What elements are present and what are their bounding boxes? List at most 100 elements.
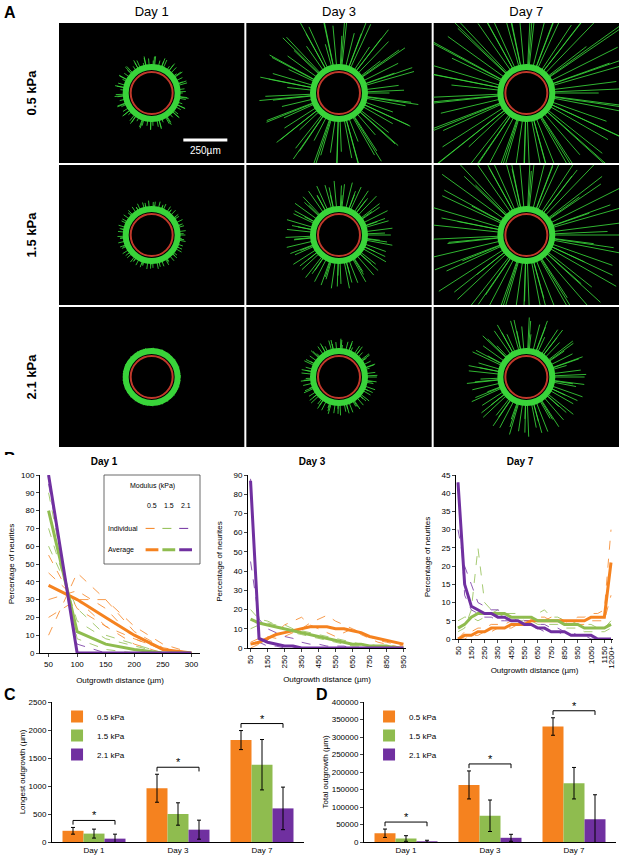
svg-text:200: 200 (128, 660, 142, 669)
svg-text:*: * (488, 753, 493, 765)
svg-text:Outgrowth distance (µm): Outgrowth distance (µm) (76, 676, 164, 685)
svg-text:2.1 kPa: 2.1 kPa (409, 751, 437, 760)
svg-text:1150: 1150 (600, 646, 609, 664)
svg-text:100: 100 (70, 660, 84, 669)
svg-text:250: 250 (156, 660, 170, 669)
svg-text:Day 1: Day 1 (91, 456, 118, 467)
svg-text:5: 5 (446, 617, 451, 626)
svg-text:35: 35 (441, 507, 450, 516)
svg-text:*: * (92, 809, 97, 821)
svg-text:Day 1: Day 1 (135, 4, 169, 19)
svg-text:250: 250 (480, 646, 489, 660)
svg-text:Percentage of neurites: Percentage of neurites (7, 524, 16, 605)
svg-text:30: 30 (441, 525, 450, 534)
svg-text:0.5: 0.5 (147, 502, 157, 509)
svg-text:70: 70 (233, 509, 242, 518)
svg-text:50: 50 (44, 660, 53, 669)
svg-text:60: 60 (25, 542, 34, 551)
svg-text:2.1: 2.1 (181, 502, 191, 509)
svg-text:750: 750 (365, 655, 374, 669)
svg-text:0.5 kPa: 0.5 kPa (409, 713, 437, 722)
svg-text:Day 7: Day 7 (507, 456, 534, 467)
svg-text:25: 25 (441, 544, 450, 553)
svg-text:1500: 1500 (29, 754, 47, 763)
svg-text:50000: 50000 (336, 820, 359, 829)
svg-text:20: 20 (233, 605, 242, 614)
svg-text:0.5 kPa: 0.5 kPa (97, 713, 125, 722)
svg-text:300: 300 (185, 660, 199, 669)
svg-text:*: * (404, 811, 409, 823)
svg-text:350: 350 (494, 646, 503, 660)
svg-text:1.5 kPa: 1.5 kPa (24, 212, 39, 258)
svg-text:350000: 350000 (332, 715, 359, 724)
svg-text:10: 10 (233, 625, 242, 634)
svg-text:50: 50 (454, 646, 463, 655)
svg-text:300000: 300000 (332, 733, 359, 742)
svg-text:2500: 2500 (29, 698, 47, 707)
svg-text:Modulus (kPa): Modulus (kPa) (130, 482, 175, 490)
svg-text:250µm: 250µm (190, 145, 221, 156)
svg-text:1.5 kPa: 1.5 kPa (97, 732, 125, 741)
svg-text:350: 350 (297, 655, 306, 669)
svg-text:0: 0 (30, 649, 35, 658)
svg-text:250000: 250000 (332, 750, 359, 759)
svg-text:50: 50 (233, 548, 242, 557)
svg-text:550: 550 (520, 646, 529, 660)
svg-text:*: * (572, 700, 577, 712)
svg-text:40: 40 (25, 578, 34, 587)
svg-text:A: A (4, 4, 16, 21)
svg-text:Individual: Individual (108, 525, 138, 532)
svg-text:Day 1: Day 1 (84, 846, 105, 855)
svg-text:30: 30 (233, 586, 242, 595)
svg-text:0: 0 (42, 838, 47, 847)
svg-text:*: * (176, 756, 181, 768)
svg-text:15: 15 (441, 580, 450, 589)
svg-text:0: 0 (446, 635, 451, 644)
svg-text:50: 50 (25, 560, 34, 569)
svg-text:500: 500 (33, 810, 47, 819)
svg-text:20: 20 (25, 613, 34, 622)
svg-text:Day 7: Day 7 (252, 846, 273, 855)
svg-text:Day 3: Day 3 (299, 456, 326, 467)
svg-text:1.5 kPa: 1.5 kPa (409, 732, 437, 741)
svg-text:1.5: 1.5 (164, 502, 174, 509)
svg-text:80: 80 (233, 490, 242, 499)
svg-text:450: 450 (314, 655, 323, 669)
svg-text:2000: 2000 (29, 726, 47, 735)
svg-text:0: 0 (238, 644, 243, 653)
svg-text:550: 550 (331, 655, 340, 669)
svg-text:650: 650 (533, 646, 542, 660)
svg-text:100: 100 (21, 471, 35, 480)
svg-text:Percentage of neurites: Percentage of neurites (423, 517, 432, 598)
svg-text:150: 150 (99, 660, 113, 669)
svg-text:Day 1: Day 1 (396, 846, 417, 855)
svg-text:950: 950 (399, 655, 408, 669)
svg-text:50: 50 (246, 655, 255, 664)
svg-text:650: 650 (348, 655, 357, 669)
svg-text:150: 150 (467, 646, 476, 660)
svg-text:100000: 100000 (332, 803, 359, 812)
svg-text:Total outgrowth (µm): Total outgrowth (µm) (321, 735, 330, 808)
svg-text:0.5 kPa: 0.5 kPa (24, 70, 39, 116)
svg-text:150000: 150000 (332, 785, 359, 794)
svg-text:30: 30 (25, 595, 34, 604)
svg-text:70: 70 (25, 524, 34, 533)
svg-text:Day 3: Day 3 (480, 846, 501, 855)
svg-text:10: 10 (441, 598, 450, 607)
svg-text:850: 850 (382, 655, 391, 669)
svg-text:150: 150 (263, 655, 272, 669)
svg-text:450: 450 (507, 646, 516, 660)
svg-text:0: 0 (354, 838, 359, 847)
svg-text:Outgrowth distance (µm): Outgrowth distance (µm) (491, 666, 579, 675)
svg-text:2.1 kPa: 2.1 kPa (97, 751, 125, 760)
svg-text:90: 90 (233, 471, 242, 480)
svg-text:Day 7: Day 7 (564, 846, 585, 855)
svg-text:45: 45 (441, 471, 450, 480)
svg-text:90: 90 (25, 489, 34, 498)
svg-text:1200+: 1200+ (607, 646, 616, 669)
svg-text:20: 20 (441, 562, 450, 571)
svg-text:Day 3: Day 3 (168, 846, 189, 855)
svg-text:Average: Average (108, 546, 134, 554)
svg-text:60: 60 (233, 528, 242, 537)
svg-text:750: 750 (547, 646, 556, 660)
